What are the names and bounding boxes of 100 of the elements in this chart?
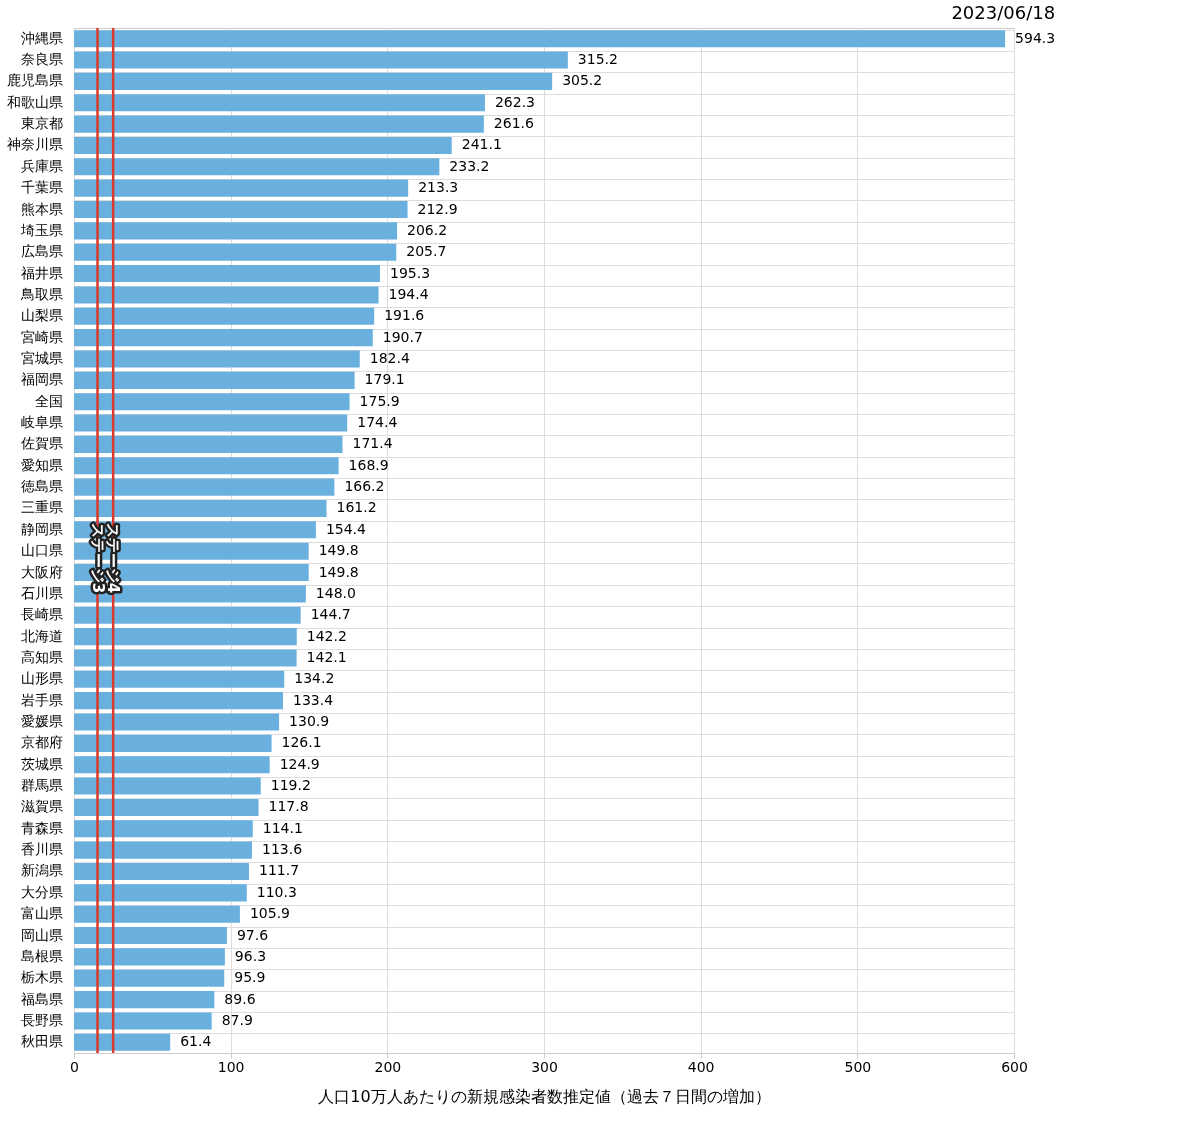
y-tick-label: 北海道: [20, 627, 63, 644]
x-tick-label: 0: [70, 1058, 79, 1075]
y-tick-label: 愛知県: [20, 456, 63, 473]
data-label: 190.7: [382, 328, 423, 345]
y-tick-label: 奈良県: [20, 51, 63, 68]
bar: [74, 798, 259, 816]
data-label: 134.2: [294, 670, 335, 687]
bar: [74, 777, 261, 795]
bar: [74, 756, 270, 774]
bar: [74, 200, 408, 219]
bar: [74, 350, 360, 368]
bar: [74, 457, 339, 475]
y-tick-label: 大分県: [20, 883, 63, 900]
ref-line-label: ステージ3: [88, 522, 107, 594]
data-label: 149.8: [318, 542, 359, 559]
data-label: 195.3: [389, 264, 431, 281]
x-tick-label: 300: [531, 1058, 558, 1075]
y-tick-label: 徳島県: [20, 478, 63, 495]
ref-line-label: ステージ4: [104, 522, 123, 594]
bar: [74, 51, 568, 69]
bar: [74, 948, 225, 966]
bar: [74, 606, 301, 624]
y-tick-label: 沖縄県: [20, 29, 63, 46]
y-tick-label: 長崎県: [20, 606, 63, 623]
data-label: 87.9: [221, 1011, 253, 1028]
y-tick-label: 岐阜県: [20, 414, 63, 431]
data-label: 117.8: [268, 798, 309, 815]
data-label: 206.2: [407, 221, 448, 238]
y-tick-label: 滋賀県: [20, 798, 63, 815]
x-tick-label: 200: [374, 1058, 402, 1075]
data-label: 261.6: [493, 115, 535, 132]
bar: [74, 1033, 171, 1051]
bar: [74, 243, 397, 261]
data-label: 241.1: [461, 136, 502, 153]
bar: [74, 713, 280, 731]
data-label: 124.9: [279, 755, 320, 772]
y-tick-label: 福井県: [20, 264, 63, 281]
data-label: 179.1: [364, 371, 405, 388]
bar: [74, 307, 375, 325]
bar: [74, 371, 355, 389]
bar: [74, 884, 247, 902]
text: 2023/06/18: [951, 1, 1056, 23]
y-tick-label: 愛媛県: [20, 713, 63, 730]
data-label: 95.9: [234, 969, 266, 986]
bar: [74, 136, 452, 154]
y-tick-label: 茨城県: [20, 755, 63, 772]
bar: [74, 991, 215, 1009]
y-tick-label: 静岡県: [20, 520, 63, 537]
data-label: 305.2: [562, 72, 603, 89]
bar: [74, 478, 335, 496]
y-tick-label: 鹿児島県: [6, 72, 63, 89]
data-label: 182.4: [369, 349, 410, 366]
bar: [74, 905, 240, 923]
data-label: 89.6: [224, 990, 256, 1007]
bar: [74, 179, 409, 197]
bar: [74, 499, 327, 518]
data-label: 126.1: [281, 734, 322, 751]
data-label: 144.7: [310, 606, 351, 623]
data-label: 133.4: [292, 691, 334, 708]
data-label: 105.9: [249, 905, 290, 922]
data-label: 594.3: [1015, 29, 1056, 46]
y-tick-label: 兵庫県: [20, 157, 63, 174]
bar: [74, 265, 380, 283]
y-tick-label: 神奈川県: [6, 136, 63, 153]
data-label: 96.3: [234, 947, 267, 964]
y-tick-label: 秋田県: [20, 1033, 63, 1050]
y-tick-label: 佐賀県: [20, 435, 63, 452]
bar: [74, 329, 373, 347]
y-tick-label: 栃木県: [20, 969, 63, 986]
y-tick-label: 群馬県: [20, 777, 63, 794]
y-tick-label: 東京都: [20, 115, 63, 132]
data-label: 97.6: [236, 926, 269, 943]
y-tick-label: 千葉県: [20, 179, 63, 196]
bar: [74, 94, 485, 112]
y-tick-label: 新潟県: [20, 862, 63, 879]
bar: [74, 692, 283, 710]
bar: [74, 649, 297, 667]
bar: [74, 435, 343, 453]
data-label: 142.2: [306, 627, 347, 644]
y-tick-label: 青森県: [20, 819, 63, 836]
y-tick-label: 全国: [34, 392, 63, 409]
y-tick-label: 岩手県: [20, 691, 63, 708]
data-label: 142.1: [306, 648, 347, 665]
bar: [74, 1012, 212, 1030]
data-label: 174.4: [357, 414, 398, 431]
data-label: 213.3: [418, 179, 459, 196]
bar: [74, 969, 225, 987]
data-label: 262.3: [494, 93, 536, 110]
data-label: 154.4: [325, 520, 367, 537]
data-label: 148.0: [315, 584, 356, 601]
y-tick-label: 宮崎県: [20, 328, 63, 345]
y-tick-label: 鳥取県: [19, 285, 63, 302]
bar: [74, 820, 253, 838]
y-tick-label: 埼玉県: [19, 221, 63, 238]
data-label: 212.9: [417, 200, 458, 217]
data-label: 111.7: [259, 862, 300, 879]
x-tick-label: 100: [217, 1058, 245, 1075]
bar: [74, 734, 272, 752]
bar: [74, 414, 348, 432]
bar: [74, 222, 398, 240]
